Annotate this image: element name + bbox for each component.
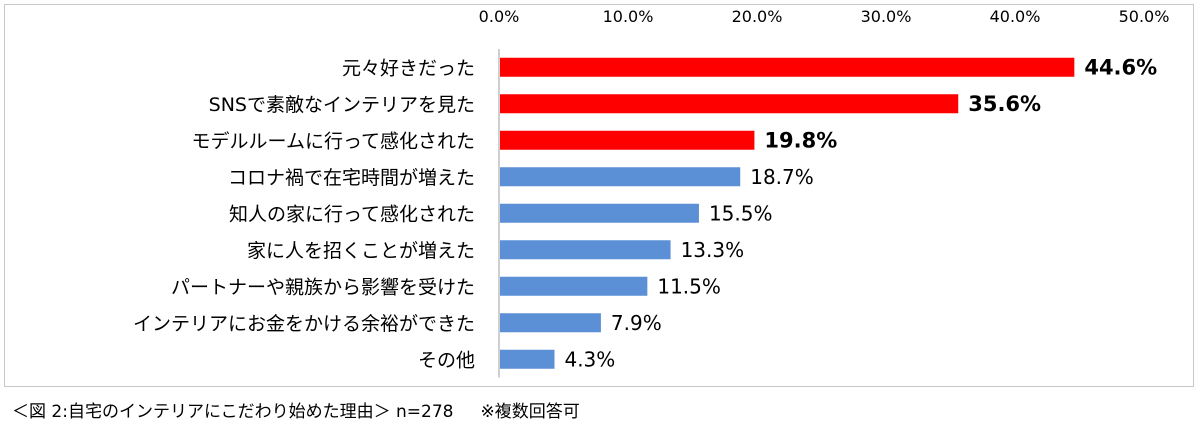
x-tick-label: 20.0% bbox=[732, 7, 783, 26]
bar bbox=[500, 313, 601, 333]
category-label: 家に人を招くことが増えた bbox=[247, 240, 475, 262]
category-label: 元々好きだった bbox=[342, 57, 475, 79]
value-label: 18.7% bbox=[750, 165, 814, 189]
bar bbox=[500, 167, 741, 187]
x-tick-label: 10.0% bbox=[603, 7, 654, 26]
bar-chart: 0.0% 10.0% 20.0% 30.0% 40.0% 50.0% 元々好きだった SNS… bbox=[133, 7, 1170, 378]
figure-label: ＜図 2:自宅のインテリアにこだわり始めた理由＞ n=278 bbox=[12, 402, 454, 422]
category-labels: 元々好きだった SNSで素敵なインテリアを見たモデルルームに行って感化されたコロナ… bbox=[133, 57, 475, 371]
value-label: 44.6% bbox=[1084, 55, 1157, 79]
bar bbox=[500, 94, 959, 114]
bar bbox=[500, 203, 699, 223]
bar bbox=[500, 349, 555, 369]
bar bbox=[500, 240, 671, 260]
bar bbox=[500, 276, 648, 296]
value-label: 15.5% bbox=[709, 201, 773, 225]
value-labels: 44.6% 35.6% 19.8% 18.7% 15.5% 13.3% 11.5% 7.9% 4… bbox=[564, 55, 1157, 371]
category-label: SNSで素敵なインテリアを見た bbox=[209, 94, 475, 116]
x-tick-label: 30.0% bbox=[861, 7, 912, 26]
category-label: コロナ禍で在宅時間が増えた bbox=[228, 167, 475, 189]
x-tick-label: 0.0% bbox=[479, 7, 520, 26]
category-label: パートナーや親族から影響を受けた bbox=[171, 276, 475, 298]
x-axis-ticks: 0.0% 10.0% 20.0% 30.0% 40.0% 50.0% bbox=[479, 7, 1170, 26]
value-label: 4.3% bbox=[564, 347, 615, 371]
figure-caption: ＜図 2:自宅のインテリアにこだわり始めた理由＞ n=278 ※複数回答可 bbox=[12, 397, 580, 422]
category-label: インテリアにお金をかける余裕ができた bbox=[133, 313, 475, 335]
figure-spacer bbox=[459, 402, 475, 422]
category-label: その他 bbox=[418, 349, 475, 371]
category-label: モデルルームに行って感化された bbox=[192, 130, 475, 152]
category-label: 知人の家に行って感化された bbox=[229, 203, 475, 225]
value-label: 35.6% bbox=[968, 92, 1041, 116]
value-label: 19.8% bbox=[764, 128, 837, 152]
bars bbox=[500, 57, 1075, 369]
bar bbox=[500, 57, 1075, 77]
figure-note: ※複数回答可 bbox=[480, 402, 580, 422]
x-tick-label: 40.0% bbox=[990, 7, 1041, 26]
bar bbox=[500, 130, 755, 150]
chart-frame: 0.0% 10.0% 20.0% 30.0% 40.0% 50.0% 元々好きだった SNS… bbox=[4, 4, 1194, 387]
value-label: 13.3% bbox=[681, 238, 745, 262]
x-tick-label: 50.0% bbox=[1119, 7, 1170, 26]
value-label: 7.9% bbox=[611, 311, 662, 335]
value-label: 11.5% bbox=[657, 274, 721, 298]
